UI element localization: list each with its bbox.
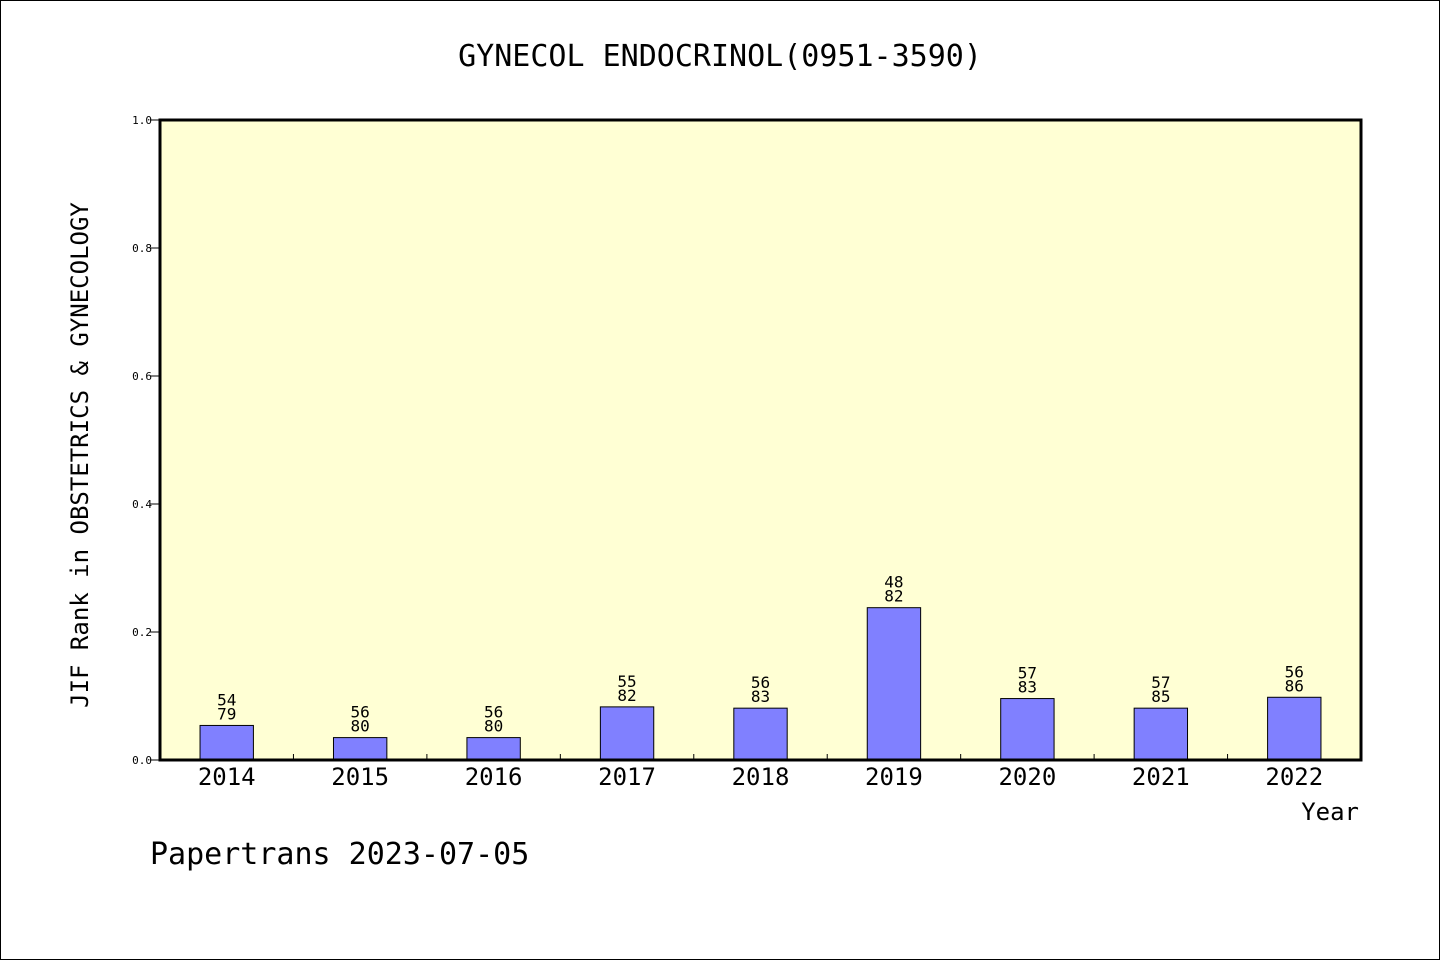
x-axis-ticks: 2014 2015 2016 2017 2018 2019 2020 2021 2022 [198,754,1323,791]
y-axis-ticks: 0.0 0.2 0.4 0.6 0.8 1.0 [132,114,160,767]
y-tick-label: 0.0 [132,754,152,767]
bar-2020 [1000,698,1055,761]
bar-total-label: 83 [751,687,770,706]
bar-rank-label: 56 [751,673,770,692]
bar-rank-label: 57 [1151,673,1170,692]
x-tick-label: 2019 [865,763,923,791]
bar-2015 [332,737,388,761]
bar-total-label: 82 [617,686,636,705]
bar-rank-label: 54 [217,690,236,709]
y-axis-label: JIF Rank in OBSTETRICS & GYNECOLOGY [66,202,94,708]
bar-2022 [1267,696,1322,761]
bar-2019 [866,607,922,761]
bar-rank-label: 48 [884,573,903,592]
bar-total-label: 83 [1018,678,1037,697]
bar-total-label: 85 [1151,687,1170,706]
bar-rank-label: 56 [484,703,503,722]
y-tick-label: 0.8 [132,242,152,255]
plot-area [160,120,1361,760]
bar-total-label: 80 [484,717,503,736]
y-tick-label: 0.4 [132,498,152,511]
x-tick-label: 2021 [1132,763,1190,791]
bar-rank-label: 55 [617,672,636,691]
bar-rank-label: 56 [351,703,370,722]
plot-border [158,118,1363,762]
x-tick-label: 2014 [198,763,256,791]
x-tick-label: 2017 [598,763,656,791]
x-tick-label: 2020 [998,763,1056,791]
bar-2014 [199,724,254,761]
footer-credit: Papertrans 2023-07-05 [150,837,529,872]
y-tick-label: 1.0 [132,114,152,127]
bars-group [199,607,1322,761]
y-tick-label: 0.6 [132,370,152,383]
x-tick-label: 2018 [732,763,790,791]
bar-total-label: 86 [1285,676,1304,695]
bar-2018 [733,707,788,761]
x-axis-label: Year [1301,798,1359,826]
x-tick-label: 2016 [465,763,523,791]
bar-2021 [1133,707,1189,761]
x-tick-label: 2015 [331,763,389,791]
chart-title: GYNECOL ENDOCRINOL(0951-3590) [458,39,982,74]
bar-total-label: 80 [351,717,370,736]
bar-rank-label: 57 [1018,664,1037,683]
x-tick-label: 2022 [1265,763,1323,791]
y-tick-label: 0.2 [132,626,152,639]
bar-2017 [599,706,655,761]
bar-2016 [466,737,521,761]
bar-total-label: 79 [217,704,236,723]
bar-rank-label: 56 [1285,662,1304,681]
bar-total-label: 82 [884,587,903,606]
